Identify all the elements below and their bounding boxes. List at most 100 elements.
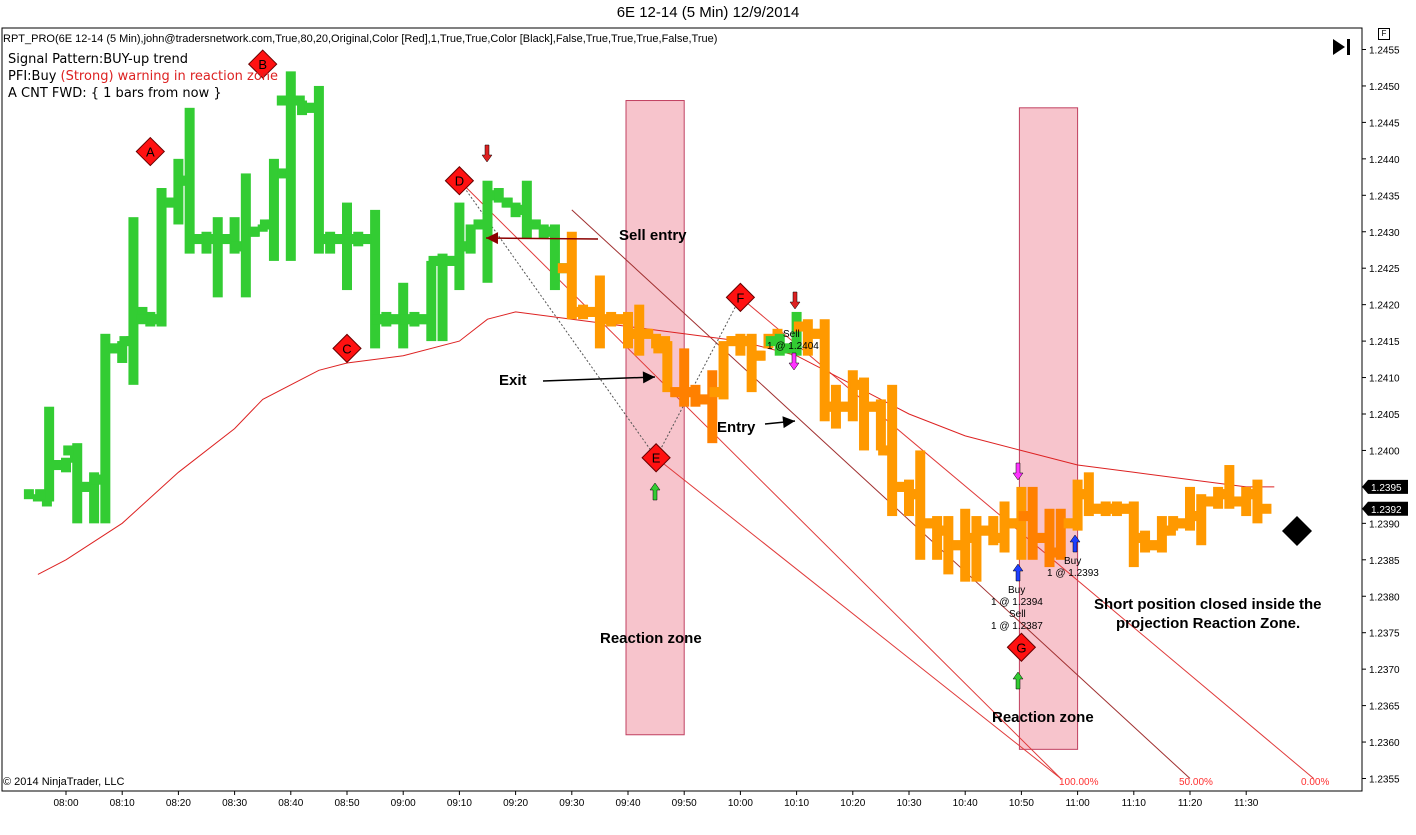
bar-range xyxy=(44,406,55,502)
bar-open xyxy=(288,95,299,106)
pfi-prefix: PFI:Buy xyxy=(8,69,61,84)
bar-range xyxy=(100,333,111,524)
bar-range xyxy=(229,217,240,254)
bar-open xyxy=(512,204,523,215)
bar-range xyxy=(1083,472,1094,517)
bar-open xyxy=(838,401,849,412)
bar-range xyxy=(679,348,690,407)
bar-range xyxy=(549,224,560,291)
bar-open xyxy=(316,234,327,245)
bar-range xyxy=(1027,486,1038,560)
bar-open xyxy=(304,102,315,113)
buy-signal-arrow-1 xyxy=(649,482,661,501)
buy-fill-arrow-2 xyxy=(1069,534,1081,553)
bar-open xyxy=(1074,489,1085,500)
bar-open xyxy=(1215,489,1226,500)
bar-open xyxy=(709,387,720,398)
x-tick-label: 11:00 xyxy=(1065,798,1090,809)
bar-open xyxy=(934,525,945,536)
bar-close xyxy=(277,168,288,179)
exit-pointer xyxy=(542,376,656,382)
swing-diamond xyxy=(247,49,278,79)
buy-order-price-2: 1 @ 1.2393 xyxy=(1047,568,1099,579)
bar-range xyxy=(482,180,493,283)
bar-range xyxy=(353,231,364,247)
y-tick-label: 1.2445 xyxy=(1369,118,1400,129)
swing-marker-c: C xyxy=(332,333,362,364)
x-tick-label: 10:20 xyxy=(840,798,865,809)
swing-label: B xyxy=(258,57,267,72)
y-tick-label: 1.2365 xyxy=(1369,702,1400,713)
bar-open xyxy=(136,314,147,325)
bar-open xyxy=(737,336,748,347)
bar-open xyxy=(557,263,568,274)
bar-open xyxy=(979,525,990,536)
price-bar xyxy=(259,158,288,261)
bar-range xyxy=(325,231,336,254)
sell-order-label-2: Sell xyxy=(1009,609,1026,620)
bar-open xyxy=(878,445,889,456)
bar-range xyxy=(847,370,858,422)
y-tick-label: 1.2405 xyxy=(1369,410,1400,421)
projection-line-3 xyxy=(740,296,1314,779)
bar-range xyxy=(578,304,589,320)
bar-range xyxy=(156,188,167,327)
y-tick-label: 1.2430 xyxy=(1369,228,1400,239)
bar-range xyxy=(887,384,898,517)
bar-open xyxy=(642,328,653,339)
bar-open xyxy=(793,321,804,332)
bar-range xyxy=(381,311,392,327)
bar-open xyxy=(1119,503,1130,514)
bar-range xyxy=(988,516,999,546)
bar-range xyxy=(971,516,982,582)
panel-toggle-button[interactable]: F xyxy=(1378,28,1390,40)
bar-range xyxy=(774,333,785,356)
y-tick-label: 1.2435 xyxy=(1369,191,1400,202)
bar-open xyxy=(164,197,175,208)
bar-range xyxy=(594,275,605,349)
signal-pattern: Signal Pattern:BUY-up trend xyxy=(8,52,189,67)
bar-range xyxy=(128,217,139,385)
bar-range xyxy=(437,253,448,342)
pfi-warning: (Strong) warning in reaction zone xyxy=(60,69,279,84)
bar-close xyxy=(41,496,52,507)
x-tick-label: 08:40 xyxy=(278,798,303,809)
x-tick-label: 09:20 xyxy=(503,798,528,809)
bar-range xyxy=(297,100,308,116)
bar-range xyxy=(370,209,381,349)
x-tick-label: 11:20 xyxy=(1178,798,1203,809)
bar-open xyxy=(248,226,259,237)
sell-fill-arrow-2 xyxy=(1012,462,1024,481)
y-tick-label: 1.2415 xyxy=(1369,337,1400,348)
bar-open xyxy=(389,314,400,325)
bar-open xyxy=(1007,518,1018,529)
copyright: © 2014 NinjaTrader, LLC xyxy=(3,776,125,788)
bar-open xyxy=(473,219,484,230)
bar-open xyxy=(52,460,62,471)
scroll-to-end-icon[interactable] xyxy=(1331,36,1353,58)
reaction-zone-label-2: Reaction zone xyxy=(992,709,1094,726)
bar-range xyxy=(1044,508,1055,568)
bar-open xyxy=(923,518,934,529)
bar-range xyxy=(1185,486,1195,531)
bar-open xyxy=(906,489,917,500)
sell-order-label: Sell xyxy=(783,329,800,340)
bar-open xyxy=(445,255,456,266)
bar-open xyxy=(35,489,46,500)
bar-open xyxy=(625,328,636,339)
sell-entry-pointer-head xyxy=(486,232,499,245)
bar-open xyxy=(1232,496,1243,507)
swing-label: E xyxy=(652,451,661,466)
swing-diamond xyxy=(1006,632,1037,662)
swing-diamond xyxy=(725,282,756,313)
bar-range xyxy=(89,472,100,524)
bar-open xyxy=(614,314,624,325)
swing-label: F xyxy=(736,290,744,305)
price-bar xyxy=(119,217,148,385)
swing-label: A xyxy=(146,145,155,160)
bar-range xyxy=(1140,530,1151,553)
x-tick-label: 08:20 xyxy=(166,798,191,809)
bar-open xyxy=(653,343,664,354)
x-tick-label: 09:30 xyxy=(559,798,584,809)
